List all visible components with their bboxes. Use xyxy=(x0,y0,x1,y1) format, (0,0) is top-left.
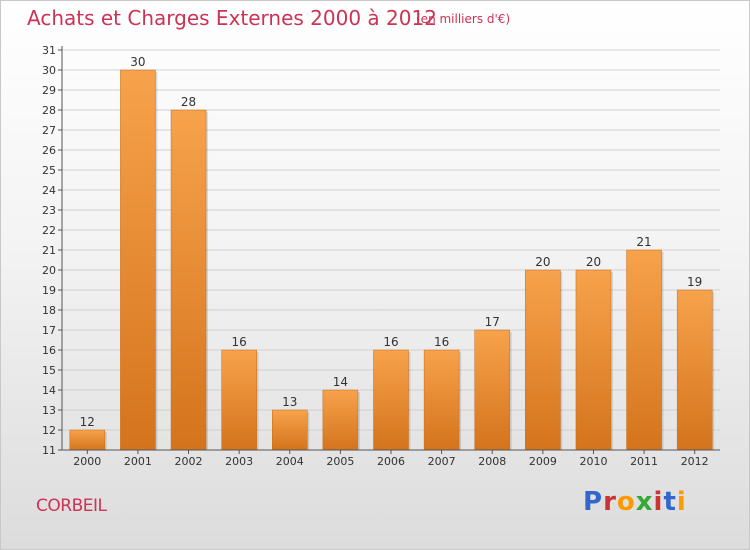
x-tick-label: 2005 xyxy=(326,455,354,468)
y-tick-label: 22 xyxy=(42,224,56,237)
y-tick-label: 14 xyxy=(42,384,56,397)
logo-letter: x xyxy=(635,487,654,517)
y-tick-label: 20 xyxy=(42,264,56,277)
bar-2003 xyxy=(221,349,257,451)
bar-2012 xyxy=(676,289,713,451)
bar-2010 xyxy=(575,269,612,451)
data-label: 14 xyxy=(333,375,348,389)
y-tick-label: 11 xyxy=(42,444,56,457)
data-label: 19 xyxy=(687,275,702,289)
bar-2008 xyxy=(474,329,510,451)
x-tick-label: 2009 xyxy=(529,455,557,468)
data-label: 30 xyxy=(130,55,145,69)
chart-unit: (en milliers d'€) xyxy=(416,12,511,26)
bar-2009 xyxy=(525,269,561,451)
y-tick-label: 26 xyxy=(42,144,56,157)
x-tick-label: 2000 xyxy=(73,455,101,468)
bar-2000 xyxy=(69,429,106,451)
y-tick-label: 17 xyxy=(42,324,56,337)
bar-2006 xyxy=(373,349,409,451)
y-tick-label: 15 xyxy=(42,364,56,377)
data-label: 16 xyxy=(434,335,449,349)
y-tick-label: 25 xyxy=(42,164,56,177)
x-tick-label: 2011 xyxy=(630,455,658,468)
logo-letter: i xyxy=(676,487,687,517)
logo-letter: P xyxy=(583,487,604,517)
y-tick-label: 27 xyxy=(42,124,56,137)
y-axis: 11 12 13 14 15 16 17 18 19 20 21 22 23 24 25 26 27 28 29 30… xyxy=(42,44,63,457)
x-tick-label: 2008 xyxy=(478,455,506,468)
city-name: CORBEIL xyxy=(36,496,107,516)
x-tick-label: 2002 xyxy=(175,455,203,468)
y-tick-label: 21 xyxy=(42,244,56,257)
x-tick-label: 2001 xyxy=(124,455,152,468)
bar-2007 xyxy=(423,349,460,451)
x-tick-label: 2004 xyxy=(276,455,304,468)
y-tick-label: 13 xyxy=(42,404,56,417)
y-tick-label: 18 xyxy=(42,304,56,317)
bar-2004 xyxy=(272,409,308,451)
bar-2002 xyxy=(170,109,207,451)
data-label: 16 xyxy=(232,335,247,349)
y-tick-label: 12 xyxy=(42,424,56,437)
data-label: 20 xyxy=(586,255,601,269)
data-label: 28 xyxy=(181,95,196,109)
y-tick-label: 30 xyxy=(42,64,56,77)
x-tick-label: 2010 xyxy=(579,455,607,468)
y-tick-label: 28 xyxy=(42,104,56,117)
x-tick-label: 2007 xyxy=(428,455,456,468)
data-label: 20 xyxy=(535,255,550,269)
y-tick-label: 24 xyxy=(42,184,56,197)
logo-letter: r xyxy=(603,487,617,517)
y-tick-label: 31 xyxy=(42,44,56,57)
x-tick-label: 2006 xyxy=(377,455,405,468)
x-tick-label: 2003 xyxy=(225,455,253,468)
proxiti-logo: Proxiti xyxy=(583,487,687,517)
data-label: 16 xyxy=(383,335,398,349)
logo-letter: o xyxy=(616,487,636,517)
y-tick-label: 16 xyxy=(42,344,56,357)
bar-2005 xyxy=(322,389,359,451)
chart-title: Achats et Charges Externes 2000 à 2012 xyxy=(27,6,437,30)
x-axis: 2000 2001 2002 2003 2004 2005 2006 2007 2008 2009… xyxy=(62,449,720,468)
logo-letter: t xyxy=(663,487,677,517)
y-tick-label: 23 xyxy=(42,204,56,217)
x-tick-label: 2012 xyxy=(681,455,709,468)
data-label: 13 xyxy=(282,395,297,409)
logo-letter: i xyxy=(653,487,664,517)
y-tick-label: 19 xyxy=(42,284,56,297)
data-label: 12 xyxy=(80,415,95,429)
data-label: 21 xyxy=(636,235,651,249)
bar-2011 xyxy=(626,249,662,451)
bars: 12 30 28 16 13 14 16 16 17 20 20 21 19 xyxy=(69,55,715,451)
data-label: 17 xyxy=(485,315,500,329)
bar-2001 xyxy=(120,69,156,451)
y-tick-label: 29 xyxy=(42,84,56,97)
